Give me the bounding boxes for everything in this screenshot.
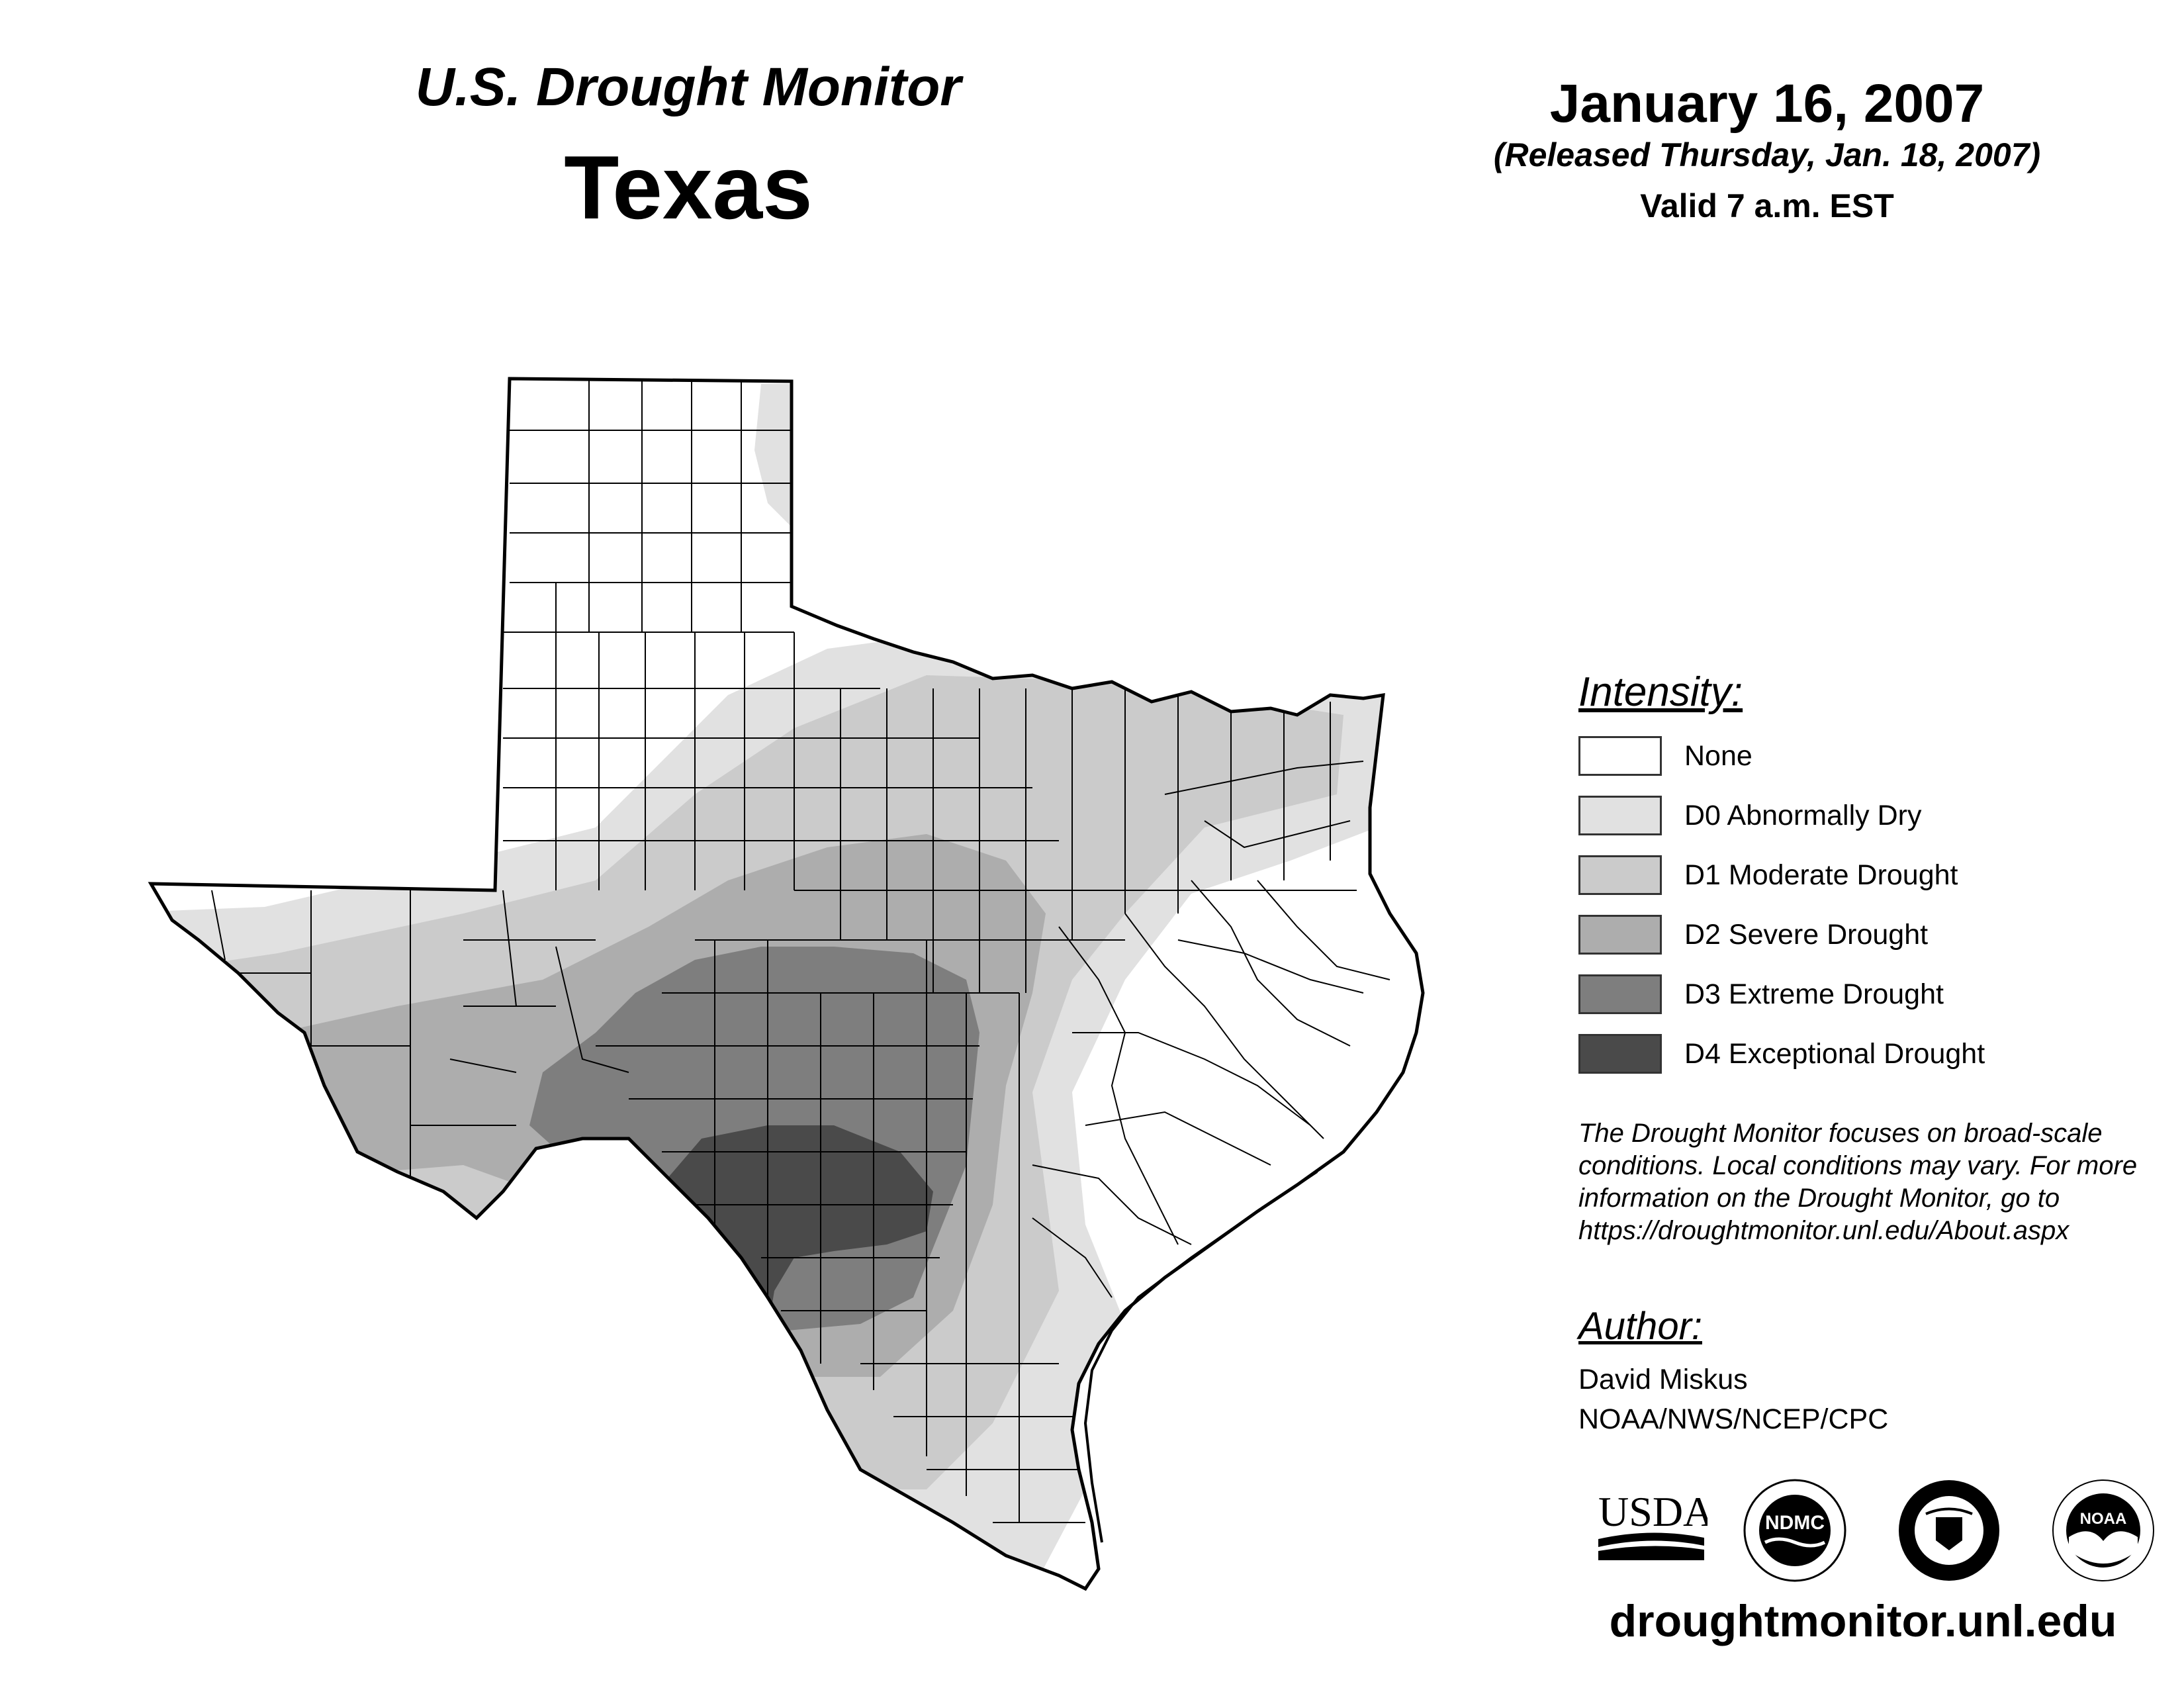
footer-url-link[interactable]: droughtmonitor.unl.edu bbox=[1609, 1596, 2117, 1646]
state-title: Texas bbox=[564, 137, 813, 238]
legend-label: None bbox=[1684, 740, 1752, 772]
author-name: David Miskus bbox=[1578, 1364, 1748, 1395]
usda-logo: USDA bbox=[1598, 1488, 1707, 1560]
legend-swatch bbox=[1578, 736, 1662, 776]
svg-text:NDMC: NDMC bbox=[1765, 1512, 1825, 1534]
note-line: The Drought Monitor focuses on broad-sca… bbox=[1578, 1119, 2103, 1148]
legend-title: Intensity: bbox=[1578, 669, 1743, 715]
legend-swatch bbox=[1578, 1034, 1662, 1074]
legend-swatch bbox=[1578, 855, 1662, 895]
release-date: (Released Thursday, Jan. 18, 2007) bbox=[1493, 136, 2041, 173]
note-line: conditions. Local conditions may vary. F… bbox=[1578, 1151, 2138, 1180]
legend-label: D3 Extreme Drought bbox=[1684, 978, 1944, 1010]
author-title: Author: bbox=[1578, 1305, 1702, 1348]
note-line: information on the Drought Monitor, go t… bbox=[1578, 1184, 2060, 1213]
svg-text:USDA: USDA bbox=[1598, 1488, 1707, 1535]
legend-swatch bbox=[1578, 915, 1662, 955]
legend-label: D1 Moderate Drought bbox=[1684, 859, 1958, 891]
valid-time: Valid 7 a.m. EST bbox=[1640, 187, 1894, 224]
ndmc-logo: NDMC bbox=[1743, 1479, 1846, 1582]
author-org: NOAA/NWS/NCEP/CPC bbox=[1578, 1403, 1889, 1435]
legend-label: D4 Exceptional Drought bbox=[1684, 1038, 1985, 1070]
disclaimer-note: The Drought Monitor focuses on broad-sca… bbox=[1578, 1117, 2174, 1247]
svg-text:NOAA: NOAA bbox=[2080, 1510, 2127, 1528]
noaa-logo: NOAA bbox=[2052, 1479, 2154, 1581]
legend-label: D0 Abnormally Dry bbox=[1684, 800, 1922, 831]
d0-region-panhandle bbox=[754, 384, 794, 530]
note-link[interactable]: https://droughtmonitor.unl.edu/About.asp… bbox=[1578, 1216, 2070, 1245]
doc-seal-logo bbox=[1899, 1480, 1999, 1581]
state-outline bbox=[148, 377, 1425, 1591]
monitor-title: U.S. Drought Monitor bbox=[415, 57, 962, 117]
legend-swatch bbox=[1578, 796, 1662, 835]
county-boundaries bbox=[211, 379, 1390, 1523]
barrier-islands bbox=[1083, 1170, 1318, 1543]
map-date: January 16, 2007 bbox=[1549, 73, 1985, 134]
legend-swatch bbox=[1578, 974, 1662, 1014]
legend-label: D2 Severe Drought bbox=[1684, 919, 1929, 951]
